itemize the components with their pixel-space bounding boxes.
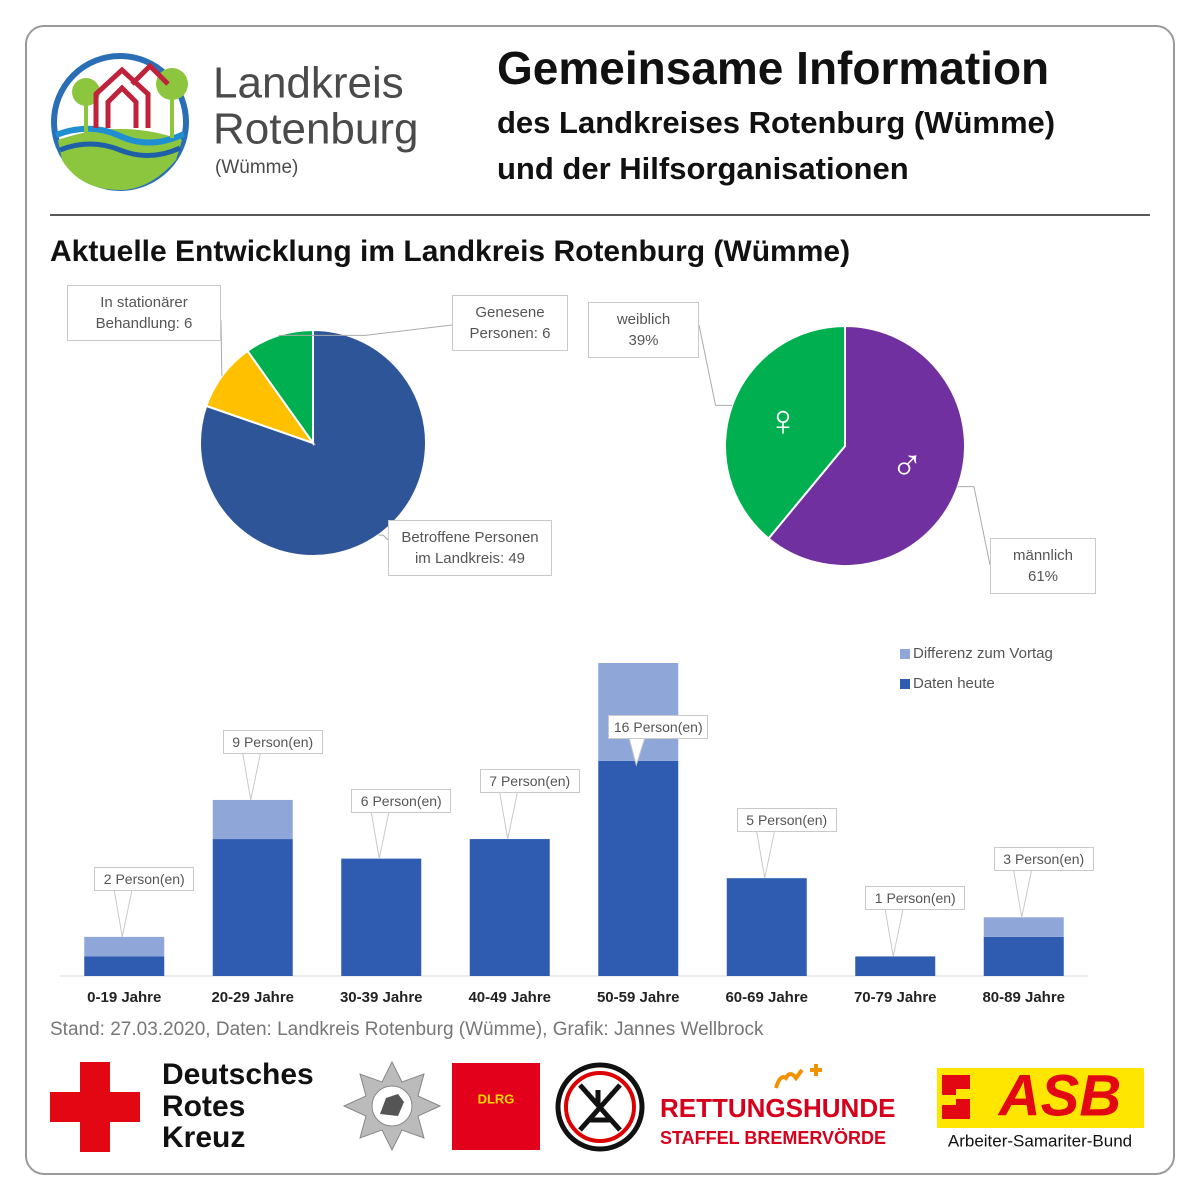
total-label: 9 Person(en) bbox=[222, 729, 323, 754]
slice-label-name: männlich bbox=[1012, 547, 1074, 564]
legend-swatch bbox=[900, 649, 910, 659]
total-label: 16 Person(en) bbox=[608, 715, 709, 739]
rettungshunde-text: RETTUNGSHUNDE bbox=[660, 1093, 895, 1123]
slice-label-name: In stationärer Behandlung: 6 bbox=[95, 294, 193, 332]
subtitle: des Landkreises Rotenburg (Wümme) bbox=[497, 105, 1055, 140]
fire-logo bbox=[555, 1062, 645, 1152]
paw bbox=[774, 1064, 822, 1089]
drk-text: Kreuz bbox=[162, 1121, 245, 1154]
bar-segment bbox=[212, 839, 293, 976]
bar-segment bbox=[341, 858, 422, 976]
bar-segment bbox=[983, 936, 1064, 976]
slice-label-name: Genesene Personen: 6 bbox=[469, 304, 551, 342]
pie-slice bbox=[724, 324, 846, 540]
rettungshunde-text: STAFFEL BREMERVÖRDE bbox=[660, 1128, 886, 1148]
leader-line bbox=[220, 319, 223, 376]
total-label: 2 Person(en) bbox=[94, 866, 195, 891]
x-tick-label: 40-49 Jahre bbox=[468, 989, 551, 1006]
leader-line bbox=[957, 486, 991, 566]
bar-segment bbox=[212, 799, 293, 840]
x-tick-label: 30-39 Jahre bbox=[340, 989, 423, 1006]
bar-segment bbox=[84, 936, 165, 957]
slice-label: männlich 61% bbox=[990, 538, 1096, 594]
pie-slice bbox=[246, 328, 314, 447]
drk-cross bbox=[50, 1062, 140, 1152]
logo-line: Rotenburg bbox=[213, 105, 418, 154]
pie-slice bbox=[767, 324, 966, 567]
source-note: Stand: 27.03.2020, Daten: Landkreis Rote… bbox=[50, 1019, 764, 1040]
x-tick-label: 20-29 Jahre bbox=[211, 989, 294, 1006]
x-tick-label: 80-89 Jahre bbox=[982, 989, 1065, 1006]
drk-text: Deutsches bbox=[162, 1058, 314, 1091]
district-logo bbox=[51, 53, 189, 191]
bar-segment bbox=[84, 956, 165, 976]
slice-label-value: 39% bbox=[628, 332, 659, 349]
drk-text: Rotes bbox=[162, 1090, 245, 1123]
logo-line: (Wümme) bbox=[215, 157, 298, 178]
legend-label: Daten heute bbox=[913, 675, 995, 692]
legend-label: Differenz zum Vortag bbox=[913, 645, 1053, 662]
total-label: 7 Person(en) bbox=[479, 769, 580, 794]
asb-text: ASB bbox=[997, 1063, 1121, 1128]
x-tick-label: 70-79 Jahre bbox=[854, 989, 937, 1006]
total-label: 6 Person(en) bbox=[351, 788, 452, 813]
total-label: 3 Person(en) bbox=[993, 847, 1094, 872]
subtitle: und der Hilfsorganisationen bbox=[497, 151, 909, 186]
asb-text: Arbeiter-Samariter-Bund bbox=[948, 1131, 1132, 1150]
slice-label: Betroffene Personen im Landkreis: 49 bbox=[388, 520, 552, 576]
x-tick-label: 50-59 Jahre bbox=[597, 989, 680, 1006]
bar-segment bbox=[598, 760, 679, 976]
slice-label-value: 61% bbox=[1027, 568, 1059, 585]
slice-label-name: Betroffene Personen im Landkreis: 49 bbox=[401, 529, 539, 567]
total-label: 5 Person(en) bbox=[736, 808, 837, 833]
title: Gemeinsame Information bbox=[497, 42, 1049, 94]
logo-line: Landkreis bbox=[213, 59, 404, 108]
x-tick-label: 60-69 Jahre bbox=[725, 989, 808, 1006]
dlrg-text: DLRG bbox=[478, 1091, 515, 1106]
bar-segment bbox=[726, 878, 807, 976]
bar-segment bbox=[983, 917, 1064, 937]
slice-label: weiblich 39% bbox=[588, 302, 699, 358]
asb-box bbox=[937, 1068, 1144, 1128]
bar-segment bbox=[855, 956, 936, 976]
slice-label: In stationärer Behandlung: 6 bbox=[67, 285, 221, 341]
asb-cross bbox=[942, 1075, 970, 1119]
slice-label: Genesene Personen: 6 bbox=[452, 295, 568, 351]
section-title: Aktuelle Entwicklung im Landkreis Rotenb… bbox=[50, 235, 850, 268]
bar-segment bbox=[469, 839, 550, 976]
gender-symbol: ♀ bbox=[766, 396, 799, 445]
total-label: 1 Person(en) bbox=[865, 886, 966, 911]
gender-symbol: ♂ bbox=[891, 441, 924, 490]
police-star bbox=[342, 1060, 442, 1152]
x-tick-label: 0-19 Jahre bbox=[87, 989, 161, 1006]
slice-label-name: weiblich bbox=[616, 311, 671, 328]
dlrg-box bbox=[452, 1063, 540, 1150]
leader-line bbox=[698, 324, 733, 406]
leader-line bbox=[278, 324, 453, 336]
leader-line bbox=[378, 534, 389, 541]
legend-swatch bbox=[900, 679, 910, 689]
